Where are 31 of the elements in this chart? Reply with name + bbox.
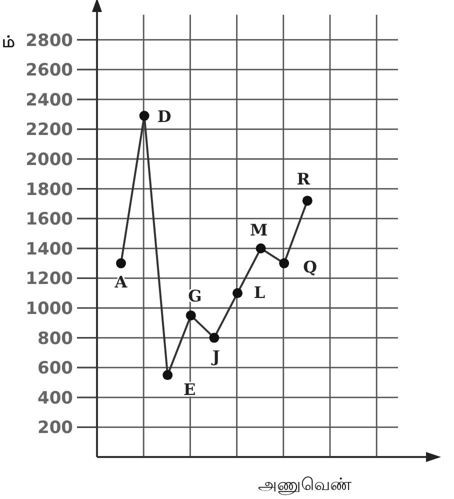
x-axis-title: அணுவெண் bbox=[258, 475, 352, 495]
annotation: J bbox=[210, 346, 220, 366]
annotation: Q bbox=[303, 257, 318, 276]
y-tick-label: 2400 bbox=[26, 90, 74, 110]
point bbox=[279, 258, 290, 268]
y-tick-label: 1800 bbox=[26, 180, 74, 200]
annotation: D bbox=[157, 106, 172, 126]
point bbox=[256, 243, 266, 254]
point bbox=[232, 288, 242, 298]
y-tick-label: 800 bbox=[38, 328, 74, 349]
point bbox=[209, 332, 220, 343]
point bbox=[302, 196, 312, 206]
annotation: R bbox=[296, 170, 311, 189]
y-tick-label: 1200 bbox=[26, 269, 74, 290]
y-tick-label: 400 bbox=[38, 388, 74, 408]
y-tick-label: 2600 bbox=[26, 60, 74, 81]
annotation: M bbox=[250, 220, 268, 240]
point bbox=[116, 258, 126, 268]
y-tick-label: 2000 bbox=[26, 150, 74, 170]
y-axis-title: ம் bbox=[2, 32, 15, 51]
point bbox=[186, 310, 196, 320]
y-tick-label: 1400 bbox=[26, 239, 74, 260]
y-tick-label: 1000 bbox=[26, 299, 74, 319]
y-tick-label: 1600 bbox=[26, 210, 74, 230]
point bbox=[139, 110, 150, 121]
y-tick-label: 2200 bbox=[26, 120, 74, 140]
y-tick-label: 2800 bbox=[26, 30, 74, 51]
y-tick-label: 200 bbox=[38, 418, 74, 438]
point bbox=[162, 370, 173, 380]
y-tick-label: 600 bbox=[38, 358, 74, 379]
annotation: L bbox=[254, 283, 266, 302]
